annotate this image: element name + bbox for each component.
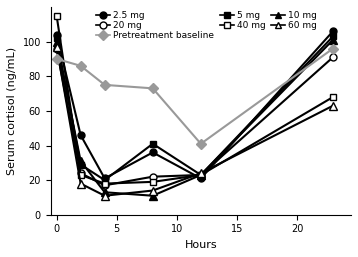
Y-axis label: Serum cortisol (ng/mL): Serum cortisol (ng/mL) [7, 47, 17, 175]
Legend: 2.5 mg, 20 mg, Pretreatment baseline, 5 mg, 40 mg, , 10 mg, 60 mg, : 2.5 mg, 20 mg, Pretreatment baseline, 5 … [94, 9, 319, 42]
X-axis label: Hours: Hours [184, 240, 217, 250]
